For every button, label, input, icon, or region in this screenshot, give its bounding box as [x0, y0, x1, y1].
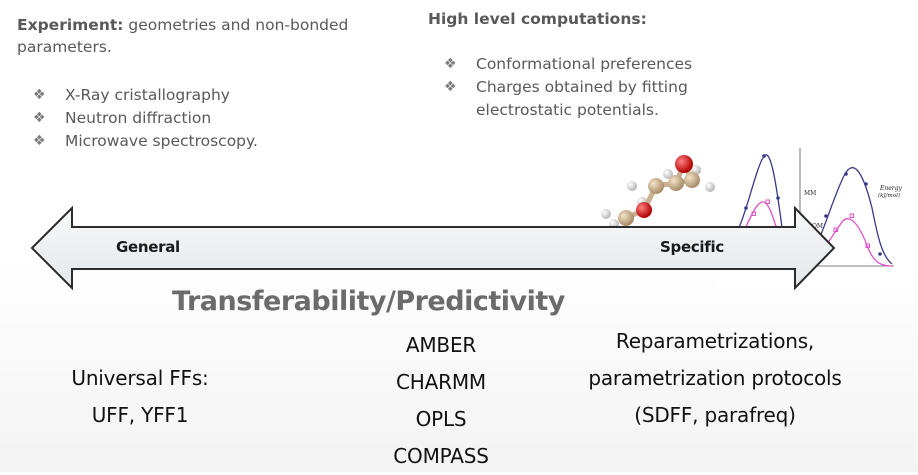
- diamond-bullet-icon: ❖: [444, 79, 457, 95]
- universal-examples: UFF, YFF1: [91, 403, 189, 427]
- hydrogen-atom: [627, 181, 637, 191]
- universal-ffs: Universal FFs: UFF, YFF1: [40, 360, 240, 434]
- standard-ffs: AMBER CHARMM OPLS COMPASS: [366, 327, 516, 475]
- carbon-atom: [684, 172, 700, 188]
- diamond-bullet-icon: ❖: [33, 133, 46, 149]
- diamond-bullet-icon: ❖: [444, 56, 457, 72]
- list-item: ❖ Neutron diffraction: [33, 107, 393, 130]
- mm-label: MM: [804, 190, 816, 197]
- computations-heading: High level computations:: [428, 10, 647, 28]
- list-item: ❖ Microwave spectroscopy.: [33, 130, 393, 153]
- universal-heading: Universal FFs:: [71, 366, 209, 390]
- list-item: AMBER: [405, 333, 477, 357]
- computations-list: ❖ Conformational preferences ❖ Charges obt…: [444, 53, 734, 122]
- arrow-left-label: General: [116, 238, 180, 256]
- qm-label: QM: [812, 223, 823, 230]
- energy-unit-label: (kJ/mol): [878, 192, 900, 199]
- carbon-atom: [648, 178, 664, 194]
- reparam-line-2: parametrization protocols: [588, 366, 842, 390]
- experiment-list: ❖ X-Ray cristallography ❖ Neutron diffract…: [33, 84, 393, 153]
- oxygen-atom: [675, 155, 693, 173]
- diamond-bullet-icon: ❖: [33, 110, 46, 126]
- list-item: ❖ Charges obtained by fitting electrostat…: [444, 78, 688, 119]
- experiment-section: Experiment: geometries and non-bonded pa…: [17, 14, 417, 58]
- mm-points: [744, 154, 882, 256]
- experiment-description: geometries and non-bonded parameters.: [17, 16, 349, 56]
- diamond-bullet-icon: ❖: [33, 87, 46, 103]
- reparam-line-1: Reparametrizations,: [615, 329, 815, 353]
- experiment-text: Experiment: geometries and non-bonded pa…: [17, 14, 417, 58]
- arrow-right-label: Specific: [660, 238, 724, 256]
- list-item: ❖ X-Ray cristallography: [33, 84, 393, 107]
- energy-label: Energy: [879, 185, 903, 192]
- page-title: Transferability/Predictivity: [172, 286, 565, 317]
- list-item: ❖ Conformational preferences: [444, 53, 734, 76]
- oxygen-atom: [636, 202, 652, 218]
- reparametrizations: Reparametrizations, parametrization prot…: [560, 323, 870, 434]
- list-item: CHARMM: [396, 370, 486, 394]
- carbon-atom: [668, 175, 684, 191]
- hydrogen-atom: [663, 169, 673, 179]
- list-item: OPLS: [415, 407, 467, 431]
- reparam-line-3: (SDFF, parafreq): [634, 403, 796, 427]
- molecule-image: [601, 155, 715, 229]
- carbon-atom: [618, 210, 634, 226]
- arrow-shape: [30, 206, 836, 290]
- hydrogen-atom: [705, 182, 715, 192]
- hydrogen-atom: [601, 209, 611, 219]
- experiment-heading: Experiment:: [17, 16, 124, 34]
- list-item: COMPASS: [393, 444, 489, 468]
- double-arrow: [30, 206, 836, 290]
